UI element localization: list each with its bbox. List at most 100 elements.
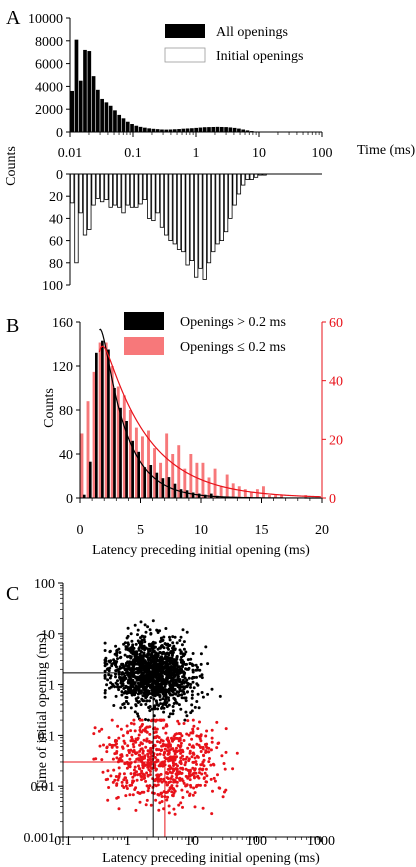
point-short-opening <box>155 748 159 752</box>
point-short-opening <box>184 767 188 771</box>
point-short-opening <box>140 755 144 759</box>
point-long-opening <box>165 705 169 709</box>
point-short-opening <box>117 766 121 770</box>
bar-long-openings <box>107 349 110 498</box>
point-short-opening <box>212 776 216 780</box>
point-long-opening <box>190 696 194 700</box>
point-long-opening <box>103 689 107 692</box>
point-short-opening <box>199 733 203 737</box>
y-tick-label-b-left: 40 <box>59 448 73 463</box>
point-short-opening <box>106 798 110 802</box>
point-long-opening <box>198 668 202 672</box>
point-short-opening <box>183 763 187 767</box>
point-short-opening <box>138 743 142 747</box>
point-short-opening <box>189 785 193 789</box>
point-short-opening <box>182 739 186 742</box>
point-long-opening <box>139 689 143 693</box>
point-long-opening <box>125 668 129 671</box>
point-short-opening <box>97 729 101 733</box>
point-long-opening <box>146 718 150 722</box>
point-short-opening <box>144 803 148 807</box>
point-long-opening <box>148 628 152 632</box>
point-long-opening <box>179 671 182 675</box>
x-axis-title-a: Time (ms) <box>357 143 416 158</box>
point-short-opening <box>221 795 225 799</box>
point-long-opening <box>115 669 119 672</box>
point-short-opening <box>127 762 131 765</box>
point-long-opening <box>159 702 163 706</box>
y-tick-label-a-bottom: 20 <box>49 190 63 205</box>
point-short-opening <box>165 776 169 780</box>
point-short-opening <box>144 745 148 749</box>
point-long-opening <box>170 672 174 675</box>
point-long-opening <box>148 709 152 713</box>
point-long-opening <box>148 699 151 703</box>
point-short-opening <box>198 771 201 775</box>
point-long-opening <box>162 706 166 710</box>
bar-all-openings <box>164 129 169 132</box>
point-short-opening <box>157 779 161 783</box>
bar-long-openings <box>137 451 141 498</box>
point-short-opening <box>148 773 152 777</box>
point-short-opening <box>136 773 139 777</box>
point-short-opening <box>176 719 180 723</box>
point-short-opening <box>133 788 137 791</box>
point-long-opening <box>182 670 185 674</box>
point-long-opening <box>185 714 189 718</box>
point-long-opening <box>164 627 168 630</box>
point-long-opening <box>115 648 119 652</box>
point-short-opening <box>148 732 152 736</box>
point-long-opening <box>183 718 187 722</box>
point-long-opening <box>174 683 178 687</box>
point-long-opening <box>146 681 150 685</box>
point-short-opening <box>124 794 128 798</box>
point-short-opening <box>173 758 177 762</box>
point-short-opening <box>198 720 201 724</box>
point-long-opening <box>153 668 157 672</box>
point-long-opening <box>136 628 140 632</box>
bar-initial-openings <box>99 173 105 203</box>
point-long-opening <box>151 655 155 658</box>
point-short-opening <box>147 786 151 790</box>
bar-initial-openings <box>155 173 160 214</box>
bar-initial-openings <box>168 173 173 241</box>
point-long-opening <box>140 638 144 642</box>
bar-short-openings <box>268 495 271 498</box>
point-long-opening <box>200 676 204 680</box>
point-long-opening <box>131 667 135 671</box>
point-long-opening <box>182 640 186 644</box>
point-long-opening <box>147 677 151 681</box>
point-short-opening <box>184 784 188 788</box>
point-long-opening <box>175 655 179 659</box>
point-short-opening <box>205 774 209 778</box>
point-long-opening <box>176 668 180 672</box>
point-long-opening <box>139 643 143 647</box>
point-long-opening <box>218 694 222 698</box>
point-long-opening <box>174 678 178 682</box>
point-short-opening <box>181 805 184 809</box>
point-long-opening <box>124 661 128 665</box>
panel-label-c: C <box>6 583 19 605</box>
bar-short-openings <box>86 401 90 498</box>
point-short-opening <box>181 766 184 770</box>
point-long-opening <box>182 662 186 666</box>
point-long-opening <box>131 652 135 656</box>
point-long-opening <box>103 649 107 652</box>
point-short-opening <box>185 790 189 794</box>
point-long-opening <box>118 676 122 680</box>
point-short-opening <box>170 755 174 759</box>
y-tick-label-c: 0.001 <box>24 831 56 846</box>
point-long-opening <box>151 619 155 623</box>
bar-initial-openings <box>70 173 75 204</box>
point-long-opening <box>179 650 183 654</box>
point-long-opening <box>109 659 113 663</box>
point-long-opening <box>117 685 121 689</box>
point-short-opening <box>177 739 181 743</box>
point-short-opening <box>194 771 198 775</box>
legend-b: Openings > 0.2 ms Openings ≤ 0.2 ms <box>124 312 286 355</box>
point-long-opening <box>132 673 136 677</box>
point-short-opening <box>201 806 205 810</box>
point-long-opening <box>173 687 177 691</box>
point-long-opening <box>204 645 208 649</box>
point-short-opening <box>124 776 128 780</box>
